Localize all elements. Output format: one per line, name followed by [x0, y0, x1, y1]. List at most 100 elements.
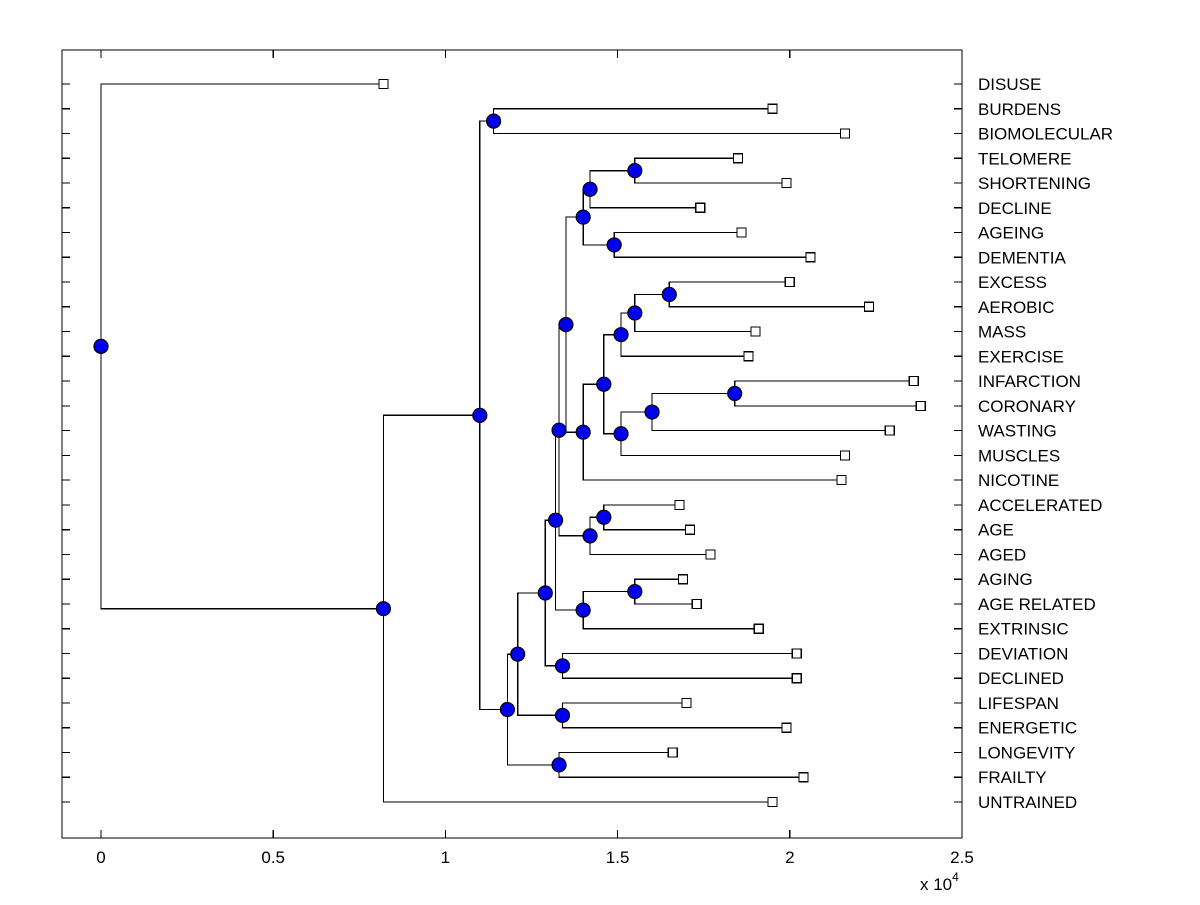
leaf-marker[interactable] [781, 722, 792, 733]
internal-node-marker[interactable] [575, 209, 591, 225]
leaf-marker[interactable] [915, 400, 926, 411]
internal-node-marker[interactable] [575, 424, 591, 440]
leaf-marker[interactable] [839, 128, 851, 139]
leaf-label: DEMENTIA [978, 248, 1067, 267]
leaf-marker[interactable] [378, 78, 389, 90]
x-tick-label: 2 [785, 848, 794, 867]
leaf-marker[interactable] [684, 524, 696, 535]
internal-node-marker[interactable] [554, 658, 571, 674]
x-tick-label: 0 [96, 848, 105, 867]
internal-node-marker[interactable] [537, 585, 553, 601]
leaf-label: DECLINED [978, 669, 1064, 688]
leaf-marker[interactable] [733, 153, 744, 164]
leaf-marker[interactable] [681, 697, 692, 709]
leaf-marker[interactable] [750, 326, 761, 337]
leaf-marker[interactable] [667, 747, 678, 758]
leaf-marker[interactable] [798, 772, 809, 783]
leaf-marker[interactable] [674, 499, 685, 510]
leaf-label: DECLINE [978, 199, 1052, 218]
plot-border [61, 49, 963, 839]
axis-multiplier-label: x 104 [920, 870, 959, 894]
leaf-marker[interactable] [863, 301, 875, 312]
leaf-label: AGE RELATED [978, 595, 1096, 614]
internal-node-marker[interactable] [375, 601, 392, 617]
internal-node-marker[interactable] [551, 757, 567, 773]
leaf-marker[interactable] [736, 227, 747, 238]
leaf-marker[interactable] [791, 673, 802, 684]
leaf-label: EXCESS [978, 273, 1047, 292]
internal-node-marker[interactable] [627, 583, 643, 600]
leaf-label: SHORTENING [978, 174, 1091, 193]
x-tick-label: 1.5 [606, 848, 630, 867]
internal-node-marker[interactable] [551, 422, 567, 438]
leaf-marker[interactable] [791, 648, 802, 659]
x-tick-label: 0.5 [261, 848, 285, 867]
internal-node-marker[interactable] [558, 317, 574, 333]
internal-node-marker[interactable] [627, 163, 643, 179]
leaf-label: BURDENS [978, 100, 1061, 119]
leaf-label: EXERCISE [978, 347, 1064, 366]
leaf-label: MASS [978, 323, 1026, 342]
leaf-label: ACCELERATED [978, 496, 1102, 515]
leaf-label: WASTING [978, 422, 1057, 441]
internal-node-marker[interactable] [472, 407, 488, 423]
leaf-marker[interactable] [691, 598, 702, 610]
internal-node-marker[interactable] [510, 646, 526, 662]
leaf-marker[interactable] [784, 276, 795, 288]
internal-node-marker[interactable] [627, 305, 643, 321]
internal-node-marker[interactable] [582, 528, 598, 544]
leaf-marker[interactable] [677, 574, 689, 585]
internal-node-marker[interactable] [554, 707, 571, 723]
internal-node-marker[interactable] [727, 385, 743, 402]
internal-node-marker[interactable] [661, 286, 677, 303]
leaf-label: AGEING [978, 224, 1044, 243]
x-tick-label: 1 [441, 848, 450, 867]
leaf-label: FRAILTY [978, 768, 1047, 787]
leaf-label: LONGEVITY [978, 743, 1075, 762]
leaf-marker[interactable] [743, 351, 754, 362]
leaf-label: DEVIATION [978, 644, 1068, 663]
leaf-marker[interactable] [753, 623, 764, 634]
internal-node-marker[interactable] [575, 602, 591, 618]
internal-node-marker[interactable] [93, 338, 109, 354]
leaf-label: UNTRAINED [978, 793, 1077, 812]
internal-node-marker[interactable] [596, 509, 612, 525]
leaf-label: ENERGETIC [978, 719, 1077, 738]
leaf-marker[interactable] [767, 796, 778, 808]
internal-node-marker[interactable] [644, 404, 660, 420]
leaf-label: TELOMERE [978, 149, 1072, 168]
leaf-label: AEROBIC [978, 298, 1055, 317]
internal-node-marker[interactable] [606, 237, 622, 253]
internal-node-marker[interactable] [596, 376, 612, 392]
leaf-marker[interactable] [781, 177, 792, 189]
leaf-label: BIOMOLECULAR [978, 125, 1113, 144]
leaf-marker[interactable] [767, 103, 778, 114]
internal-node-marker[interactable] [548, 512, 564, 528]
x-tick-label: 2.5 [950, 848, 974, 867]
leaf-marker[interactable] [839, 450, 851, 461]
leaf-label: DISUSE [978, 75, 1041, 94]
internal-node-marker[interactable] [613, 426, 629, 442]
leaf-label: AGE [978, 521, 1014, 540]
internal-node-marker[interactable] [582, 181, 598, 197]
leaf-label: LIFESPAN [978, 694, 1059, 713]
leaf-marker[interactable] [805, 252, 816, 263]
leaf-marker[interactable] [695, 202, 706, 213]
leaf-label: INFARCTION [978, 372, 1081, 391]
leaf-label: AGING [978, 570, 1033, 589]
leaf-label: MUSCLES [978, 446, 1060, 465]
leaf-marker[interactable] [884, 425, 895, 436]
leaf-label: NICOTINE [978, 471, 1059, 490]
leaf-label: CORONARY [978, 397, 1076, 416]
leaf-label: EXTRINSIC [978, 620, 1069, 639]
internal-node-marker[interactable] [499, 701, 515, 718]
internal-node-marker[interactable] [613, 327, 629, 343]
leaf-label: AGED [978, 545, 1026, 564]
internal-node-marker[interactable] [486, 113, 502, 129]
leaf-marker[interactable] [705, 549, 716, 560]
leaf-marker[interactable] [836, 475, 847, 486]
leaf-marker[interactable] [908, 376, 919, 387]
